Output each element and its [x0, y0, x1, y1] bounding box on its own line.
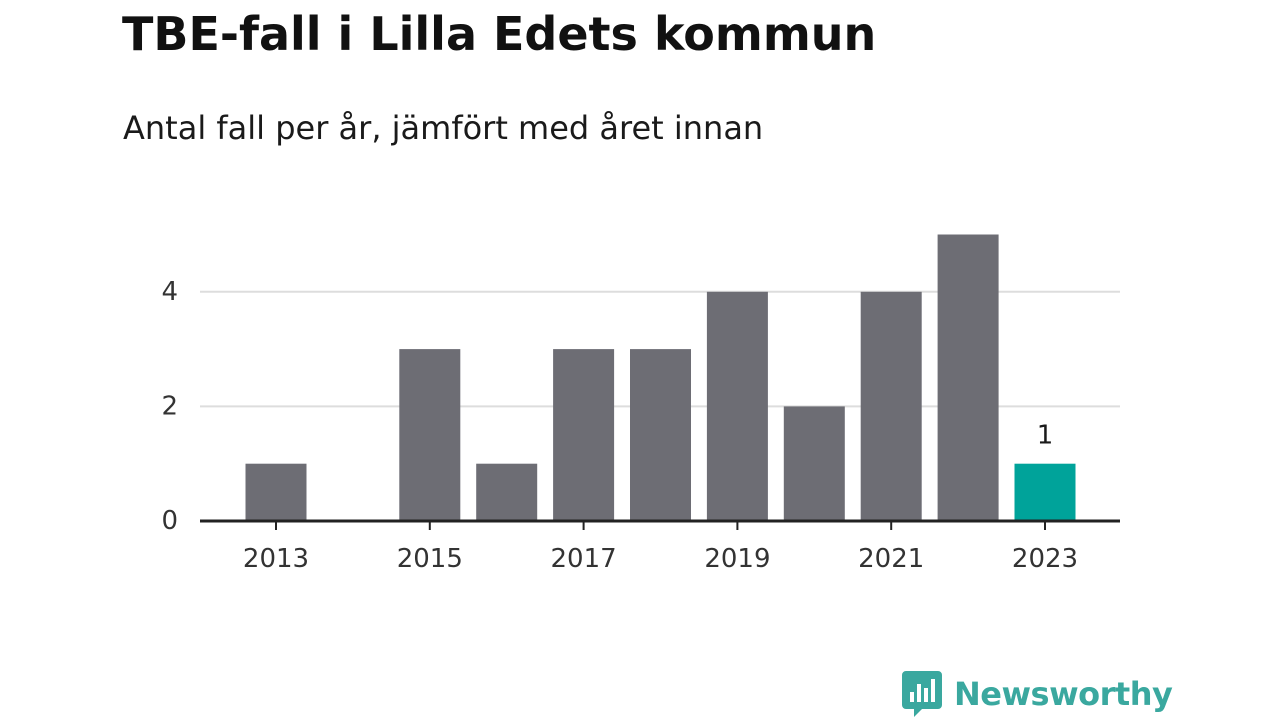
brand-name: Newsworthy [954, 675, 1173, 713]
x-tick-label-2017: 2017 [551, 544, 617, 574]
x-tick-label-2015: 2015 [397, 544, 463, 574]
y-tick-label-0: 0 [161, 506, 178, 536]
data-label-2023: 1 [1037, 421, 1054, 451]
bar-2018 [630, 349, 691, 521]
newsworthy-logo-icon [902, 671, 942, 717]
bar-2023 [1014, 463, 1076, 521]
chart-subtitle: Antal fall per år, jämfört med året inna… [123, 109, 764, 147]
bar-2013 [245, 463, 307, 521]
bar-2016 [476, 463, 538, 521]
chart-title: TBE-fall i Lilla Edets kommun [122, 7, 877, 61]
x-axis [200, 519, 1120, 530]
bar-2017 [553, 349, 615, 521]
bar-2021 [860, 291, 922, 521]
bar-2015 [399, 349, 461, 521]
bar-2020 [783, 406, 845, 521]
x-axis-tick-labels: 2013 2015 2017 2019 2021 2023 [243, 544, 1078, 574]
bar-2022 [937, 234, 999, 521]
data-labels: 1 [1037, 421, 1054, 451]
x-tick-label-2013: 2013 [243, 544, 309, 574]
x-tick-label-2021: 2021 [858, 544, 924, 574]
bar-2019 [706, 291, 768, 521]
y-tick-label-2: 2 [161, 391, 178, 421]
x-tick-label-2019: 2019 [704, 544, 770, 574]
y-axis-tick-labels: 0 2 4 [161, 277, 178, 536]
x-tick-label-2023: 2023 [1012, 544, 1078, 574]
bars [245, 234, 1076, 521]
brand-logo: Newsworthy [902, 670, 1173, 718]
y-tick-label-4: 4 [161, 277, 178, 307]
